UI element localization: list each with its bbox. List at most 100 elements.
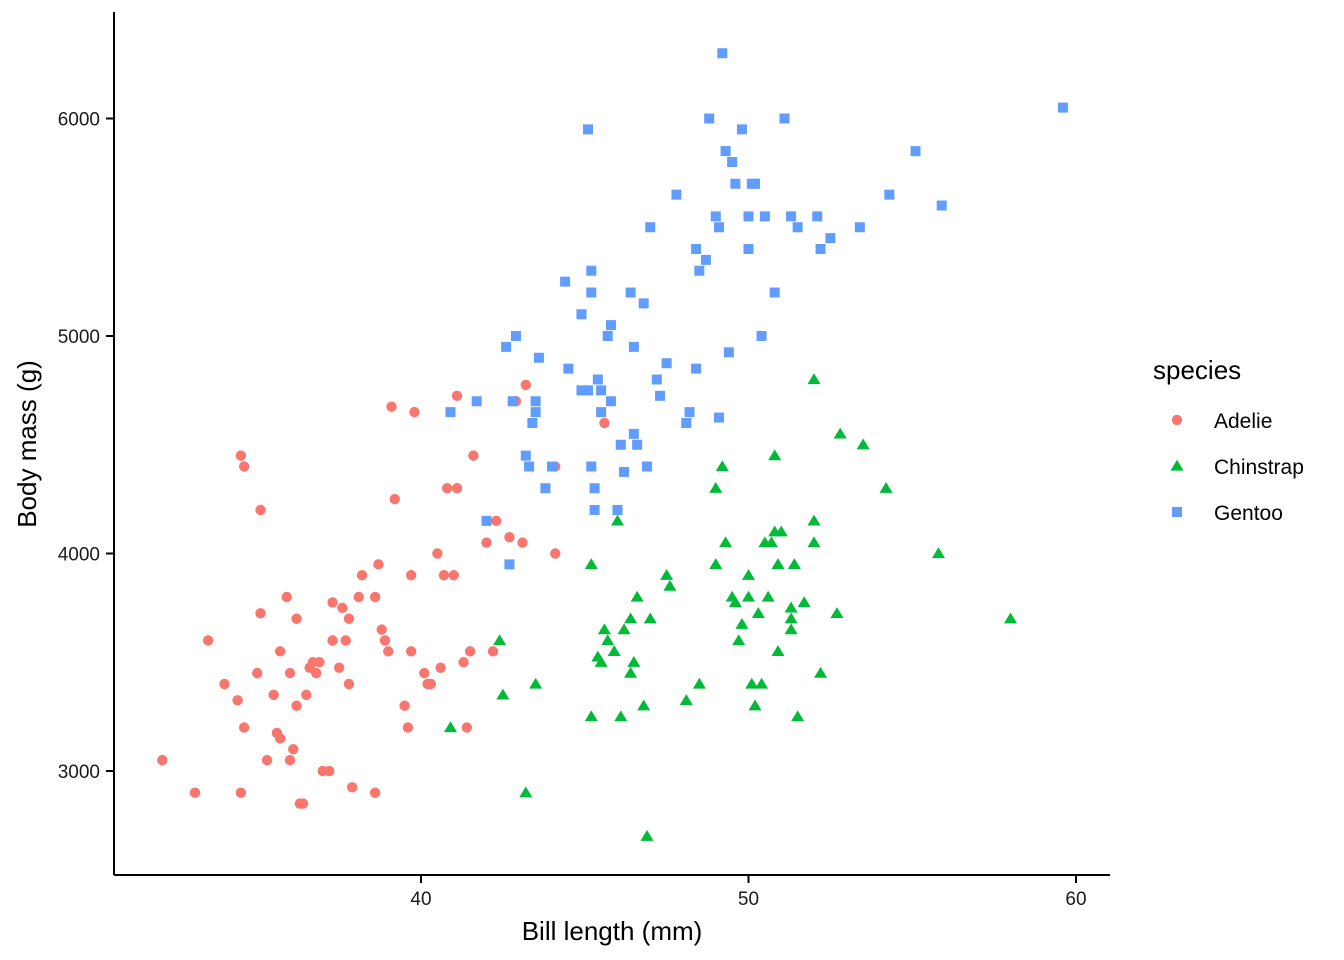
y-tick-label: 6000 xyxy=(58,110,100,131)
point-gentoo xyxy=(645,222,656,233)
point-adelie xyxy=(517,537,528,548)
point-chinstrap xyxy=(709,482,723,493)
point-chinstrap xyxy=(637,699,651,711)
point-chinstrap xyxy=(728,596,742,608)
point-adelie xyxy=(432,548,443,559)
point-gentoo xyxy=(884,189,895,200)
point-gentoo xyxy=(586,287,597,298)
point-adelie xyxy=(324,765,335,777)
x-tick-label: 50 xyxy=(738,889,759,910)
x-axis-title: Bill length (mm) xyxy=(522,916,703,946)
point-adelie xyxy=(291,613,302,624)
point-adelie xyxy=(274,646,286,657)
point-adelie xyxy=(281,591,292,603)
point-chinstrap xyxy=(719,536,733,548)
point-gentoo xyxy=(602,331,613,341)
point-adelie xyxy=(504,531,515,543)
point-adelie xyxy=(327,597,338,608)
point-adelie xyxy=(438,570,450,581)
point-chinstrap xyxy=(630,590,644,602)
point-gentoo xyxy=(1057,102,1068,113)
point-adelie xyxy=(356,570,368,581)
point-adelie xyxy=(255,504,266,516)
point-adelie xyxy=(297,798,309,809)
point-adelie xyxy=(481,537,492,548)
point-chinstrap xyxy=(660,569,674,580)
point-chinstrap xyxy=(814,666,828,678)
point-chinstrap xyxy=(640,830,654,841)
point-gentoo xyxy=(717,48,728,59)
point-adelie xyxy=(376,624,387,635)
point-adelie xyxy=(189,787,201,798)
point-gentoo xyxy=(815,244,826,254)
point-gentoo xyxy=(759,211,770,222)
point-adelie xyxy=(550,548,561,559)
point-gentoo xyxy=(628,428,639,439)
point-gentoo xyxy=(605,396,616,407)
point-chinstrap xyxy=(741,590,756,602)
point-adelie xyxy=(419,667,430,679)
point-gentoo xyxy=(684,407,695,418)
point-adelie xyxy=(238,722,250,733)
point-gentoo xyxy=(533,352,544,363)
point-gentoo xyxy=(605,320,616,331)
point-gentoo xyxy=(615,439,626,450)
point-adelie xyxy=(464,646,476,657)
point-adelie xyxy=(327,635,338,646)
point-gentoo xyxy=(471,396,482,407)
point-gentoo xyxy=(560,276,571,287)
point-chinstrap xyxy=(931,547,945,559)
point-chinstrap xyxy=(755,677,769,689)
legend-label-adelie: Adelie xyxy=(1214,410,1272,433)
point-chinstrap xyxy=(748,699,762,711)
point-chinstrap xyxy=(493,634,507,646)
point-chinstrap xyxy=(784,612,798,624)
point-gentoo xyxy=(779,113,790,124)
point-gentoo xyxy=(743,211,754,222)
point-gentoo xyxy=(655,390,666,401)
point-adelie xyxy=(386,401,397,412)
point-gentoo xyxy=(704,113,715,124)
point-chinstrap xyxy=(784,601,798,613)
point-chinstrap xyxy=(807,536,821,548)
point-chinstrap xyxy=(624,666,638,678)
point-chinstrap xyxy=(787,558,801,570)
point-gentoo xyxy=(710,211,721,222)
point-gentoo xyxy=(583,385,594,396)
point-gentoo xyxy=(681,418,692,428)
point-adelie xyxy=(369,591,381,603)
point-chinstrap xyxy=(709,558,723,570)
point-adelie xyxy=(353,591,364,603)
point-adelie xyxy=(268,689,279,701)
point-gentoo xyxy=(530,407,541,418)
point-gentoo xyxy=(530,396,541,407)
point-chinstrap xyxy=(610,514,625,526)
point-gentoo xyxy=(641,461,652,472)
point-gentoo xyxy=(756,331,767,341)
point-chinstrap xyxy=(807,514,821,526)
point-gentoo xyxy=(625,287,636,298)
point-adelie xyxy=(288,744,299,755)
point-chinstrap xyxy=(443,721,457,733)
point-chinstrap xyxy=(584,558,598,570)
point-gentoo xyxy=(547,461,557,472)
point-gentoo xyxy=(520,450,531,461)
point-adelie xyxy=(157,754,168,766)
point-adelie xyxy=(487,646,499,657)
point-adelie xyxy=(232,695,243,706)
point-gentoo xyxy=(825,233,836,244)
point-gentoo xyxy=(563,363,574,374)
point-adelie xyxy=(520,379,531,391)
point-adelie xyxy=(202,635,214,646)
point-gentoo xyxy=(671,189,682,200)
point-gentoo xyxy=(619,466,630,477)
point-adelie xyxy=(347,782,358,793)
point-adelie xyxy=(274,733,286,744)
x-tick-label: 40 xyxy=(410,889,431,910)
point-gentoo xyxy=(596,407,607,418)
point-adelie xyxy=(235,787,247,798)
point-adelie xyxy=(451,483,463,494)
point-adelie xyxy=(389,493,400,505)
point-chinstrap xyxy=(614,710,628,722)
